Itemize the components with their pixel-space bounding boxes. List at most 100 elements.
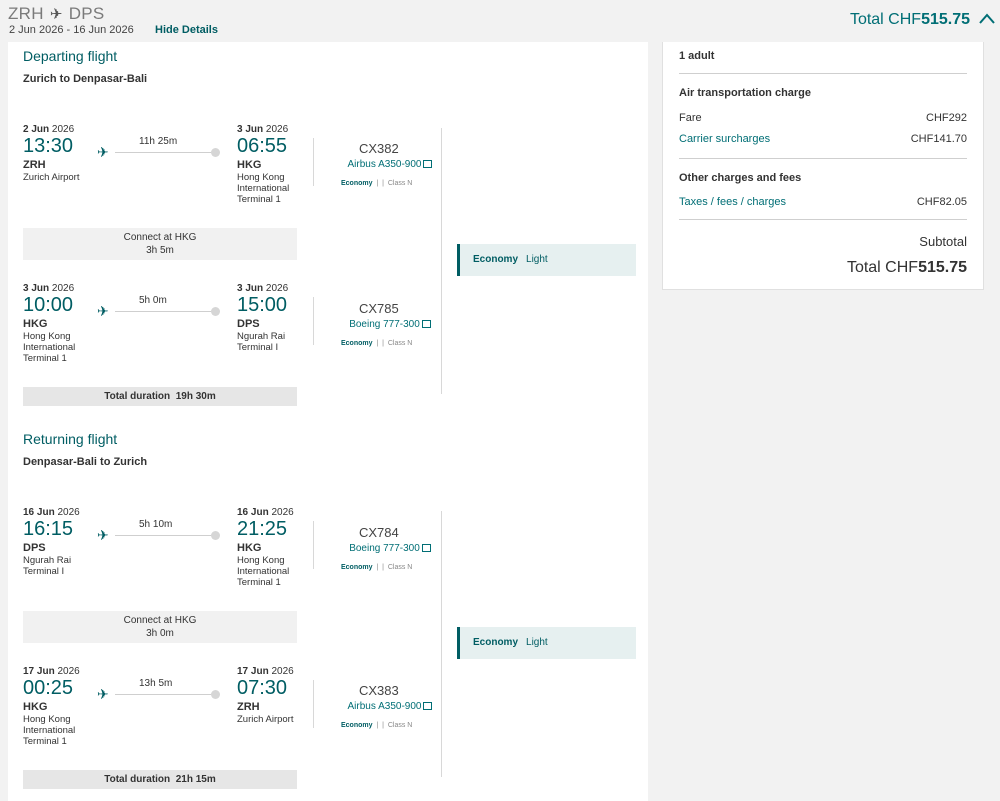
- header-total-label: Total CHF: [849, 11, 922, 28]
- chevron-up-icon[interactable]: [978, 12, 996, 26]
- arrival-dot: [211, 690, 220, 699]
- departure-date: 2 Jun 2026: [23, 124, 75, 135]
- cabin-class: Economy | | Class N: [341, 564, 413, 571]
- taxes-row: Taxes / fees / charges CHF82.05: [679, 196, 967, 208]
- header-total-value: 515.75: [921, 11, 970, 28]
- flight-number: CX383: [359, 683, 399, 698]
- duration-line: [115, 535, 217, 536]
- other-charges-title: Other charges and fees: [679, 172, 802, 184]
- arrival-code: HKG: [237, 159, 262, 171]
- cabin-class: Economy | | Class N: [341, 340, 413, 347]
- arrival-airport: Hong Kong International Terminal 1: [237, 172, 290, 205]
- arrival-code: HKG: [237, 542, 262, 554]
- connection-info: Connect at HKG 3h 5m: [23, 228, 297, 260]
- external-link-icon: [423, 702, 433, 710]
- arrival-airport: Zurich Airport: [237, 714, 294, 725]
- divider: [679, 219, 967, 220]
- header-total: Total CHF515.75: [850, 11, 970, 29]
- departure-airport: Hong Kong International Terminal 1: [23, 714, 76, 747]
- trip-header: ZRH ✈ DPS 2 Jun 2026 - 16 Jun 2026 Hide De…: [0, 0, 1000, 42]
- returning-route: Denpasar-Bali to Zurich: [23, 456, 148, 468]
- plane-icon: ✈: [97, 303, 109, 319]
- departure-code: HKG: [23, 701, 48, 713]
- air-charge-title: Air transportation charge: [679, 87, 812, 99]
- duration-line: [115, 311, 217, 312]
- connection-time: 3h 0m: [146, 628, 174, 639]
- grand-total-value: 515.75: [918, 259, 967, 276]
- arrival-airport: Hong Kong International Terminal 1: [237, 555, 290, 588]
- arrival-dot: [211, 307, 220, 316]
- fare-value: CHF292: [926, 112, 967, 124]
- departure-code: ZRH: [23, 159, 46, 171]
- departure-airport: Hong Kong International Terminal 1: [23, 331, 76, 364]
- trip-dates: 2 Jun 2026 - 16 Jun 2026: [9, 24, 134, 36]
- arrival-time: 06:55: [237, 135, 288, 157]
- duration-line: [115, 694, 217, 695]
- departure-time: 10:00: [23, 294, 74, 316]
- subtotal-label: Subtotal: [919, 234, 967, 249]
- taxes-value: CHF82.05: [916, 196, 967, 208]
- external-link-icon: [421, 544, 431, 552]
- segment-divider: [313, 680, 314, 728]
- arrival-dot: [211, 531, 220, 540]
- connection-label: Connect at HKG: [123, 615, 197, 626]
- aircraft-link[interactable]: Boeing 777-300: [335, 543, 445, 554]
- taxes-link[interactable]: Taxes / fees / charges: [679, 196, 786, 208]
- arrival-date: 17 Jun 2026: [237, 666, 294, 677]
- flight-segment: 3 Jun 2026 10:00 HKG Hong Kong Internati…: [23, 283, 443, 373]
- departure-time: 00:25: [23, 677, 74, 699]
- total-duration: Total duration 19h 30m: [23, 387, 297, 406]
- arrival-code: DPS: [237, 318, 260, 330]
- passenger-count: 1 adult: [679, 50, 715, 62]
- segment-duration: 5h 10m: [139, 519, 173, 530]
- flight-segment: 16 Jun 2026 16:15 DPS Ngurah Rai Termina…: [23, 507, 443, 597]
- aircraft-link[interactable]: Airbus A350-900: [335, 701, 445, 712]
- connection-time: 3h 5m: [146, 245, 174, 256]
- route-summary: ZRH ✈ DPS: [8, 4, 105, 24]
- duration-line: [115, 152, 217, 153]
- segment-duration: 13h 5m: [139, 678, 173, 689]
- cabin-class: Economy | | Class N: [341, 722, 413, 729]
- fare-family-badge[interactable]: Economy Light: [457, 244, 636, 276]
- arrival-code: ZRH: [237, 701, 260, 713]
- origin-code: ZRH: [8, 4, 44, 23]
- divider: [679, 158, 967, 159]
- aircraft-link[interactable]: Airbus A350-900: [335, 159, 445, 170]
- plane-icon: ✈: [97, 686, 109, 702]
- total-duration: Total duration 21h 15m: [23, 770, 297, 789]
- departure-date: 3 Jun 2026: [23, 283, 75, 294]
- fare-family-badge[interactable]: Economy Light: [457, 627, 636, 659]
- segment-divider: [313, 297, 314, 345]
- departure-time: 16:15: [23, 518, 74, 540]
- plane-icon: ✈: [97, 144, 109, 160]
- fare-row: Fare CHF292: [679, 112, 967, 124]
- aircraft-link[interactable]: Boeing 777-300: [335, 319, 445, 330]
- plane-icon: ✈: [49, 6, 63, 23]
- column-divider: [441, 511, 442, 777]
- departure-date: 17 Jun 2026: [23, 666, 80, 677]
- arrival-time: 21:25: [237, 518, 288, 540]
- connection-label: Connect at HKG: [123, 232, 197, 243]
- departure-date: 16 Jun 2026: [23, 507, 80, 518]
- segment-duration: 11h 25m: [139, 136, 178, 147]
- flight-number: CX784: [359, 525, 399, 540]
- departure-airport: Zurich Airport: [23, 172, 80, 183]
- returning-title: Returning flight: [23, 431, 118, 447]
- segment-divider: [313, 521, 314, 569]
- flight-segment: 2 Jun 2026 13:30 ZRH Zurich Airport ✈ 11…: [23, 124, 443, 214]
- external-link-icon: [423, 160, 433, 168]
- departing-route: Zurich to Denpasar-Bali: [23, 73, 148, 85]
- price-summary: 1 adult Air transportation charge Fare C…: [662, 42, 984, 290]
- fare-label: Fare: [679, 112, 702, 124]
- carrier-surcharges-link[interactable]: Carrier surcharges: [679, 133, 771, 145]
- arrival-time: 15:00: [237, 294, 288, 316]
- grand-total: Total CHF515.75: [679, 259, 967, 277]
- arrival-date: 16 Jun 2026: [237, 507, 294, 518]
- departure-code: HKG: [23, 318, 48, 330]
- arrival-airport: Ngurah Rai Terminal I: [237, 331, 286, 353]
- surcharge-row: Carrier surcharges CHF141.70: [679, 133, 967, 145]
- itinerary-panel: Departing flight Zurich to Denpasar-Bali…: [8, 42, 648, 801]
- hide-details-link[interactable]: Hide Details: [155, 24, 218, 36]
- departing-title: Departing flight: [23, 48, 118, 64]
- destination-code: DPS: [68, 4, 105, 23]
